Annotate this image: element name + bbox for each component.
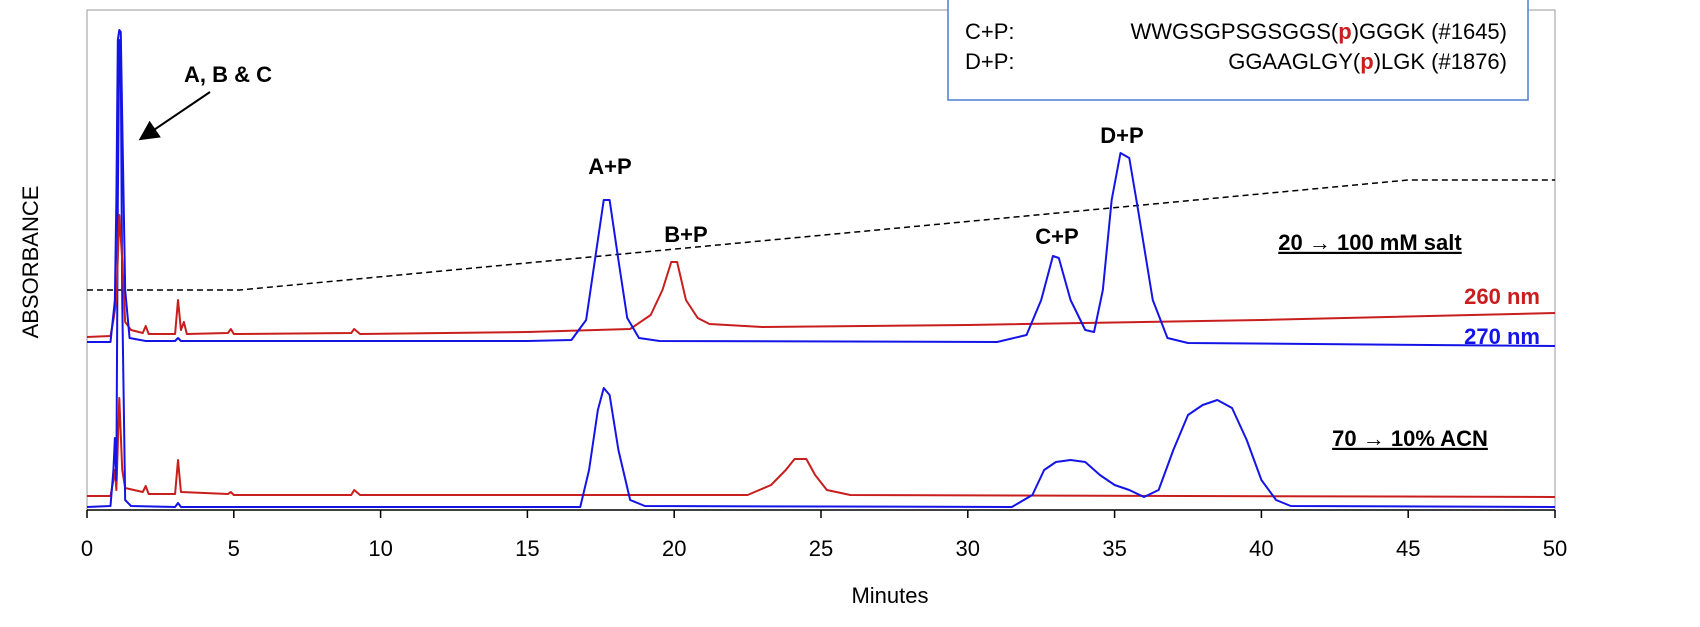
sequence-part: )LGK (#1876) (1374, 49, 1507, 74)
inset-label: D+P: (965, 49, 1015, 74)
y-axis-title: ABSORBANCE (18, 186, 43, 339)
x-axis-title: Minutes (851, 583, 928, 608)
inset-sequence: WWGSGPSGSGGS(p)GGGK (#1645) (1130, 19, 1507, 44)
inset-sequence: GGAAGLGY(p)LGK (#1876) (1228, 49, 1507, 74)
annotation: B+P (664, 222, 707, 247)
annotation: 70 → 10% ACN (1332, 426, 1488, 451)
sequence-part: WWGSGPSGSGGS( (1130, 19, 1338, 44)
trace (86, 214, 1556, 338)
annotation: 20 → 100 mM salt (1278, 230, 1462, 255)
trace (87, 397, 1556, 498)
x-tick-label: 15 (515, 536, 539, 561)
sequence-part: GGAAGLGY( (1228, 49, 1361, 74)
series-label: 270 nm (1464, 324, 1540, 349)
x-tick-label: 45 (1396, 536, 1420, 561)
x-tick-label: 20 (662, 536, 686, 561)
phospho-mark: p (1338, 19, 1351, 44)
x-tick-label: 25 (809, 536, 833, 561)
x-tick-label: 0 (81, 536, 93, 561)
x-tick-label: 50 (1543, 536, 1567, 561)
series-label: 260 nm (1464, 284, 1540, 309)
x-tick-label: 5 (228, 536, 240, 561)
inset-label: C+P: (965, 19, 1015, 44)
annotation: C+P (1035, 224, 1078, 249)
annotation: A+P (588, 154, 631, 179)
annotation: A, B & C (184, 62, 272, 87)
sequence-part: )GGGK (#1645) (1352, 19, 1507, 44)
phospho-mark: p (1360, 49, 1373, 74)
inset-box (947, 0, 1529, 101)
x-tick-label: 35 (1102, 536, 1126, 561)
trace (87, 29, 1556, 347)
annotation-arrow (138, 91, 211, 141)
annotation: D+P (1100, 123, 1143, 148)
x-tick-label: 30 (956, 536, 980, 561)
x-tick-label: 10 (368, 536, 392, 561)
x-tick-label: 40 (1249, 536, 1273, 561)
